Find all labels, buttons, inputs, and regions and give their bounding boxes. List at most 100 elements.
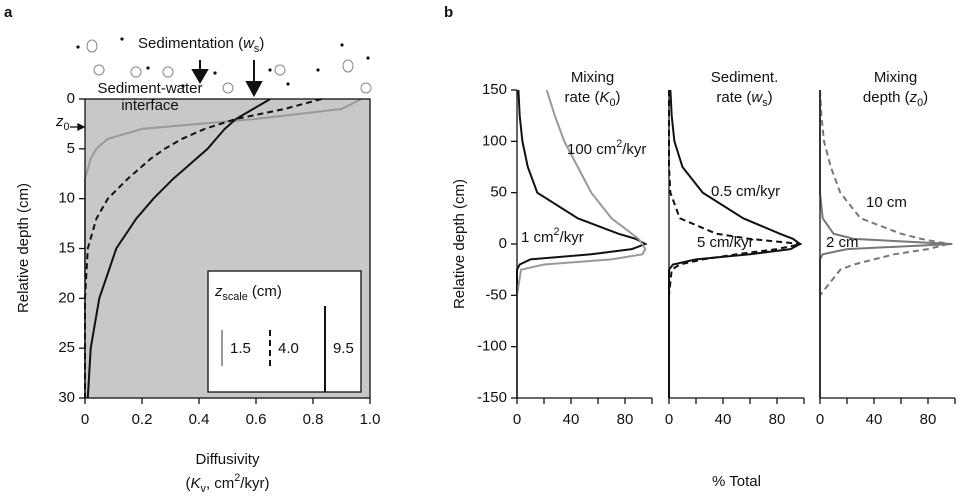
y-tick-label: 30 [58, 389, 75, 406]
panel-label: a [4, 4, 13, 21]
text-segment: z [55, 113, 64, 130]
chart-title: rate (ws) [716, 89, 772, 109]
legend-label: 9.5 [333, 340, 354, 357]
x-tick-label: 0.4 [189, 411, 210, 428]
y-tick-label: -50 [485, 286, 507, 303]
text-segment: K [191, 475, 202, 492]
y-tick-label: 50 [490, 184, 507, 201]
y-axis-label: Relative depth (cm) [15, 183, 32, 313]
data-line [668, 90, 802, 398]
sediment-particles [76, 37, 370, 88]
y-tick-label: 10 [58, 190, 75, 207]
x-tick-label: 40 [866, 411, 883, 428]
foraminifera-icons [86, 39, 372, 94]
z0-arrow [70, 122, 86, 132]
text-segment: w [243, 35, 255, 52]
chart-title: depth (z0) [863, 89, 928, 109]
interface-label: interface [121, 97, 179, 114]
x-tick-label: 0 [816, 411, 824, 428]
y-tick-label: -150 [477, 389, 507, 406]
y-tick-label: 15 [58, 239, 75, 256]
text-segment: 100 cm [567, 141, 616, 158]
x-tick-label: 0.8 [303, 411, 324, 428]
panel-label: b [444, 4, 453, 21]
x-tick-label: 0 [665, 411, 673, 428]
text-segment: ) [923, 89, 928, 106]
x-tick-label: 40 [563, 411, 580, 428]
x-tick-label: 0.2 [132, 411, 153, 428]
text-segment: /kyr [560, 229, 584, 246]
text-segment: /kyr) [240, 475, 269, 492]
x-tick-label: 0 [513, 411, 521, 428]
text-segment: 0 [610, 97, 616, 109]
text-segment: ) [259, 35, 264, 52]
curve-label: 5 cm/kyr [697, 234, 754, 251]
y-tick-label: -100 [477, 338, 507, 355]
interface-label: Sediment-water [97, 80, 202, 97]
chart-title: rate (K0) [564, 89, 620, 109]
y-tick-label: 0 [67, 90, 75, 107]
text-segment: Mixing [571, 69, 614, 86]
x-axis-label: % Total [712, 473, 761, 490]
x-axis-label: Diffusivity [196, 451, 260, 468]
text-segment: ( [186, 475, 191, 492]
chart-title: Mixing [874, 69, 917, 86]
legend-title: zscale (cm) [214, 283, 282, 303]
chart-title: Sedimentation (ws) [138, 35, 264, 55]
text-segment: , cm [206, 475, 234, 492]
curve-label: 1 cm2/kyr [521, 226, 584, 246]
text-segment: 10 cm [866, 194, 907, 211]
z0-label: z0 [55, 113, 70, 133]
text-segment: scale [223, 291, 248, 303]
text-segment: /kyr [622, 141, 646, 158]
y-tick-label: 25 [58, 339, 75, 356]
text-segment: 0 [917, 97, 923, 109]
legend-box [207, 270, 362, 393]
text-segment: w [751, 89, 763, 106]
x-tick-label: 80 [769, 411, 786, 428]
curve-label: 2 cm [826, 234, 859, 251]
text-segment: v [201, 483, 207, 495]
text-segment: 5 cm/kyr [697, 234, 754, 251]
chart-title: Mixing [571, 69, 614, 86]
text-segment: ) [768, 89, 773, 106]
x-axis-label: (Kv, cm2/kyr) [186, 472, 270, 495]
y-tick-label: 0 [499, 235, 507, 252]
text-segment: z [909, 89, 918, 106]
text-segment: 0 [64, 121, 70, 133]
chart-title: Sediment. [711, 69, 779, 86]
text-segment: 2 [234, 472, 240, 484]
x-tick-label: 40 [715, 411, 732, 428]
x-tick-label: 80 [617, 411, 634, 428]
text-segment: depth ( [863, 89, 910, 106]
sedimentation-arrows [191, 60, 263, 98]
x-tick-label: 1.0 [360, 411, 381, 428]
y-axis-label: Relative depth (cm) [451, 179, 468, 309]
text-segment: 1 cm [521, 229, 554, 246]
text-segment: 2 cm [826, 234, 859, 251]
y-tick-label: 150 [482, 81, 507, 98]
curve-label: 100 cm2/kyr [567, 138, 646, 158]
text-segment: Sedimentation ( [138, 35, 243, 52]
data-line [86, 98, 271, 399]
data-line [516, 89, 647, 398]
text-segment: 2 [554, 226, 560, 238]
x-tick-label: 0.6 [246, 411, 267, 428]
text-segment: rate ( [716, 89, 751, 106]
text-segment: 0.5 cm/kyr [711, 183, 780, 200]
curve-label: 10 cm [866, 194, 907, 211]
text-segment: rate ( [564, 89, 599, 106]
legend-label: 1.5 [230, 340, 251, 357]
x-tick-label: 0 [81, 411, 89, 428]
legend-label: 4.0 [278, 340, 299, 357]
text-segment: 2 [616, 138, 622, 150]
text-segment: K [599, 89, 610, 106]
text-segment: Mixing [874, 69, 917, 86]
text-segment: ) [616, 89, 621, 106]
y-tick-label: 5 [67, 140, 75, 157]
text-segment: s [254, 43, 260, 55]
data-line [819, 89, 949, 398]
curve-label: 0.5 cm/kyr [711, 183, 780, 200]
text-segment: Sediment. [711, 69, 779, 86]
